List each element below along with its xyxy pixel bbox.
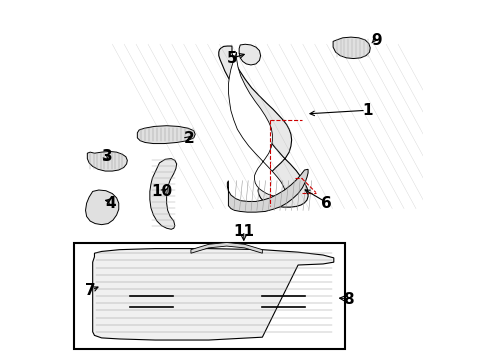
Polygon shape: [228, 52, 284, 197]
Polygon shape: [332, 37, 369, 59]
Text: 5: 5: [226, 51, 237, 66]
Polygon shape: [137, 126, 195, 144]
Polygon shape: [149, 158, 176, 229]
Text: 2: 2: [183, 131, 194, 147]
Polygon shape: [93, 249, 333, 340]
Polygon shape: [227, 169, 307, 212]
Text: 7: 7: [85, 283, 95, 298]
Text: 3: 3: [102, 149, 112, 164]
Text: 4: 4: [105, 196, 116, 211]
Text: 8: 8: [342, 292, 353, 307]
Text: 11: 11: [233, 224, 254, 239]
Polygon shape: [218, 46, 307, 207]
Text: 1: 1: [362, 103, 372, 118]
Polygon shape: [85, 190, 119, 225]
Bar: [74, 243, 345, 348]
Polygon shape: [239, 44, 260, 65]
Text: 6: 6: [320, 196, 331, 211]
Text: 10: 10: [151, 184, 172, 199]
Polygon shape: [87, 152, 127, 171]
Polygon shape: [190, 243, 262, 253]
Text: 9: 9: [370, 33, 381, 48]
